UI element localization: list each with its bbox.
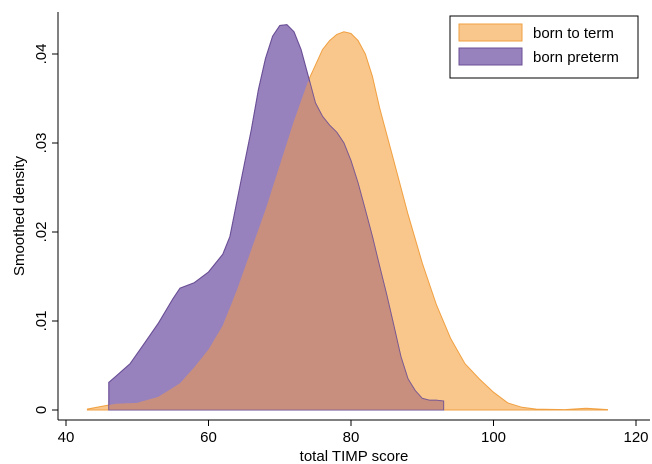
- x-tick-label-120: 120: [623, 429, 648, 446]
- legend-label-born-preterm: born preterm: [533, 49, 619, 66]
- legend: born to term born preterm: [449, 15, 639, 79]
- overlap-layer: [108, 24, 445, 411]
- x-tick-label-40: 40: [58, 429, 75, 446]
- y-tick-label-.01: .01: [33, 311, 50, 332]
- x-axis-title: total TIMP score: [300, 448, 409, 464]
- x-tick-label-80: 80: [343, 429, 360, 446]
- y-tick-label-.03: .03: [33, 133, 50, 154]
- y-tick-label-.02: .02: [33, 222, 50, 243]
- y-tick-label-0: 0: [33, 406, 50, 414]
- x-tick-label-60: 60: [200, 429, 217, 446]
- legend-swatch-born-to-term: [458, 23, 523, 42]
- y-tick-label-.04: .04: [33, 44, 50, 65]
- x-tick-label-100: 100: [481, 429, 506, 446]
- y-axis-title: Smoothed density: [11, 155, 28, 276]
- overlap-area: [108, 80, 444, 410]
- ticks-layer: 40 60 80 100 120 0 .01 .02 .03 .04: [33, 44, 649, 446]
- legend-label-born-to-term: born to term: [533, 25, 614, 42]
- axes-layer: [57, 12, 650, 421]
- series-edge-born-preterm: [108, 24, 445, 411]
- legend-swatch-born-preterm: [458, 47, 523, 66]
